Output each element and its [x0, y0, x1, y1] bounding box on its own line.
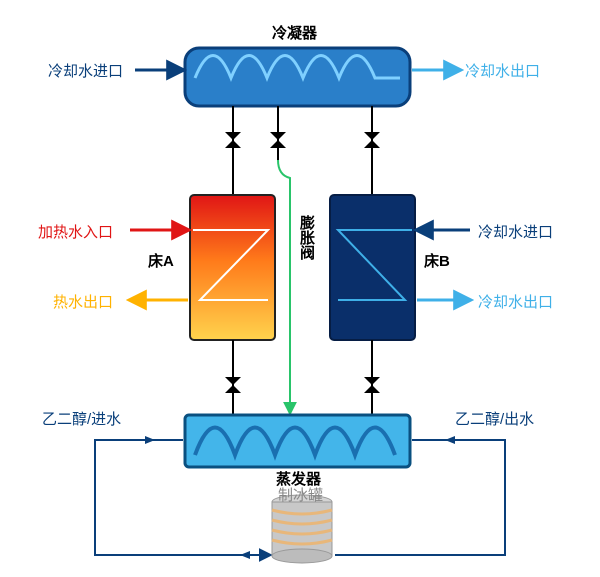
condenser-title: 冷凝器 — [272, 22, 317, 43]
condenser-coil — [195, 56, 400, 79]
expansion-valve-line — [278, 160, 290, 413]
glycol-out-label: 乙二醇/出水 — [455, 408, 534, 429]
bed-a-coil — [193, 230, 268, 300]
evaporator-box — [185, 415, 410, 467]
valve-icon — [225, 377, 380, 393]
ice-tank — [272, 495, 332, 563]
ice-tank-label: 制冰罐 — [278, 484, 323, 505]
glycol-loop-left — [95, 440, 270, 555]
diagram-canvas: 冷凝器 冷却水进口 冷却水出口 床A 床B 加热水入口 热水出口 冷却水进口 冷… — [0, 0, 600, 577]
valve-icon — [225, 132, 380, 148]
glycol-in-label: 乙二醇/进水 — [42, 408, 121, 429]
condenser-inlet-label: 冷却水进口 — [48, 60, 123, 81]
bed-a-label: 床A — [148, 250, 174, 271]
heat-in-label: 加热水入口 — [38, 221, 113, 242]
cool-in-label: 冷却水进口 — [478, 221, 553, 242]
bed-b-box — [330, 195, 415, 340]
condenser-box — [185, 48, 410, 106]
evaporator-coil — [195, 428, 395, 456]
glycol-loop-right — [335, 440, 505, 555]
condenser-outlet-label: 冷却水出口 — [465, 60, 540, 81]
cool-out-label: 冷却水出口 — [478, 291, 553, 312]
expansion-valve-label: 膨胀阀 — [296, 215, 317, 260]
bed-b-coil — [338, 230, 412, 300]
bed-b-label: 床B — [424, 250, 450, 271]
bed-a-box — [190, 195, 275, 340]
hot-out-label: 热水出口 — [53, 291, 113, 312]
